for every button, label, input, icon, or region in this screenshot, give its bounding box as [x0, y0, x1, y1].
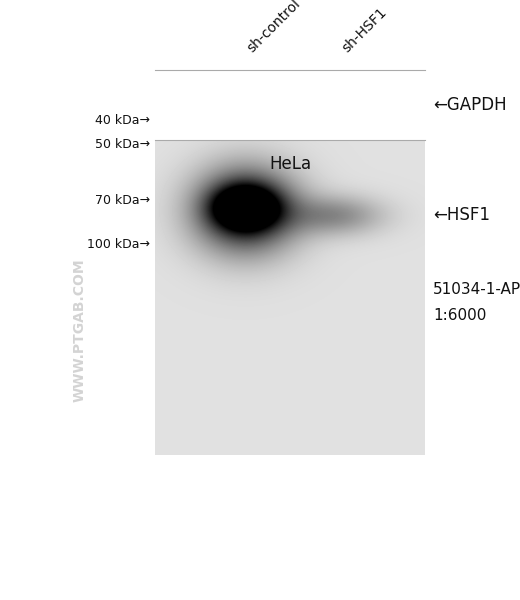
Text: HeLa: HeLa: [269, 155, 311, 173]
Text: WWW.PTGAB.COM: WWW.PTGAB.COM: [73, 258, 87, 402]
Text: sh-HSF1: sh-HSF1: [340, 5, 390, 55]
Text: 70 kDa→: 70 kDa→: [95, 193, 150, 206]
Text: 51034-1-AP: 51034-1-AP: [433, 283, 520, 298]
Text: ←HSF1: ←HSF1: [433, 206, 490, 224]
Text: 1:6000: 1:6000: [433, 307, 486, 323]
Text: ←GAPDH: ←GAPDH: [433, 96, 506, 114]
Text: 50 kDa→: 50 kDa→: [95, 139, 150, 151]
Text: 100 kDa→: 100 kDa→: [87, 238, 150, 251]
Text: sh-control: sh-control: [245, 0, 304, 55]
Text: 40 kDa→: 40 kDa→: [95, 113, 150, 127]
